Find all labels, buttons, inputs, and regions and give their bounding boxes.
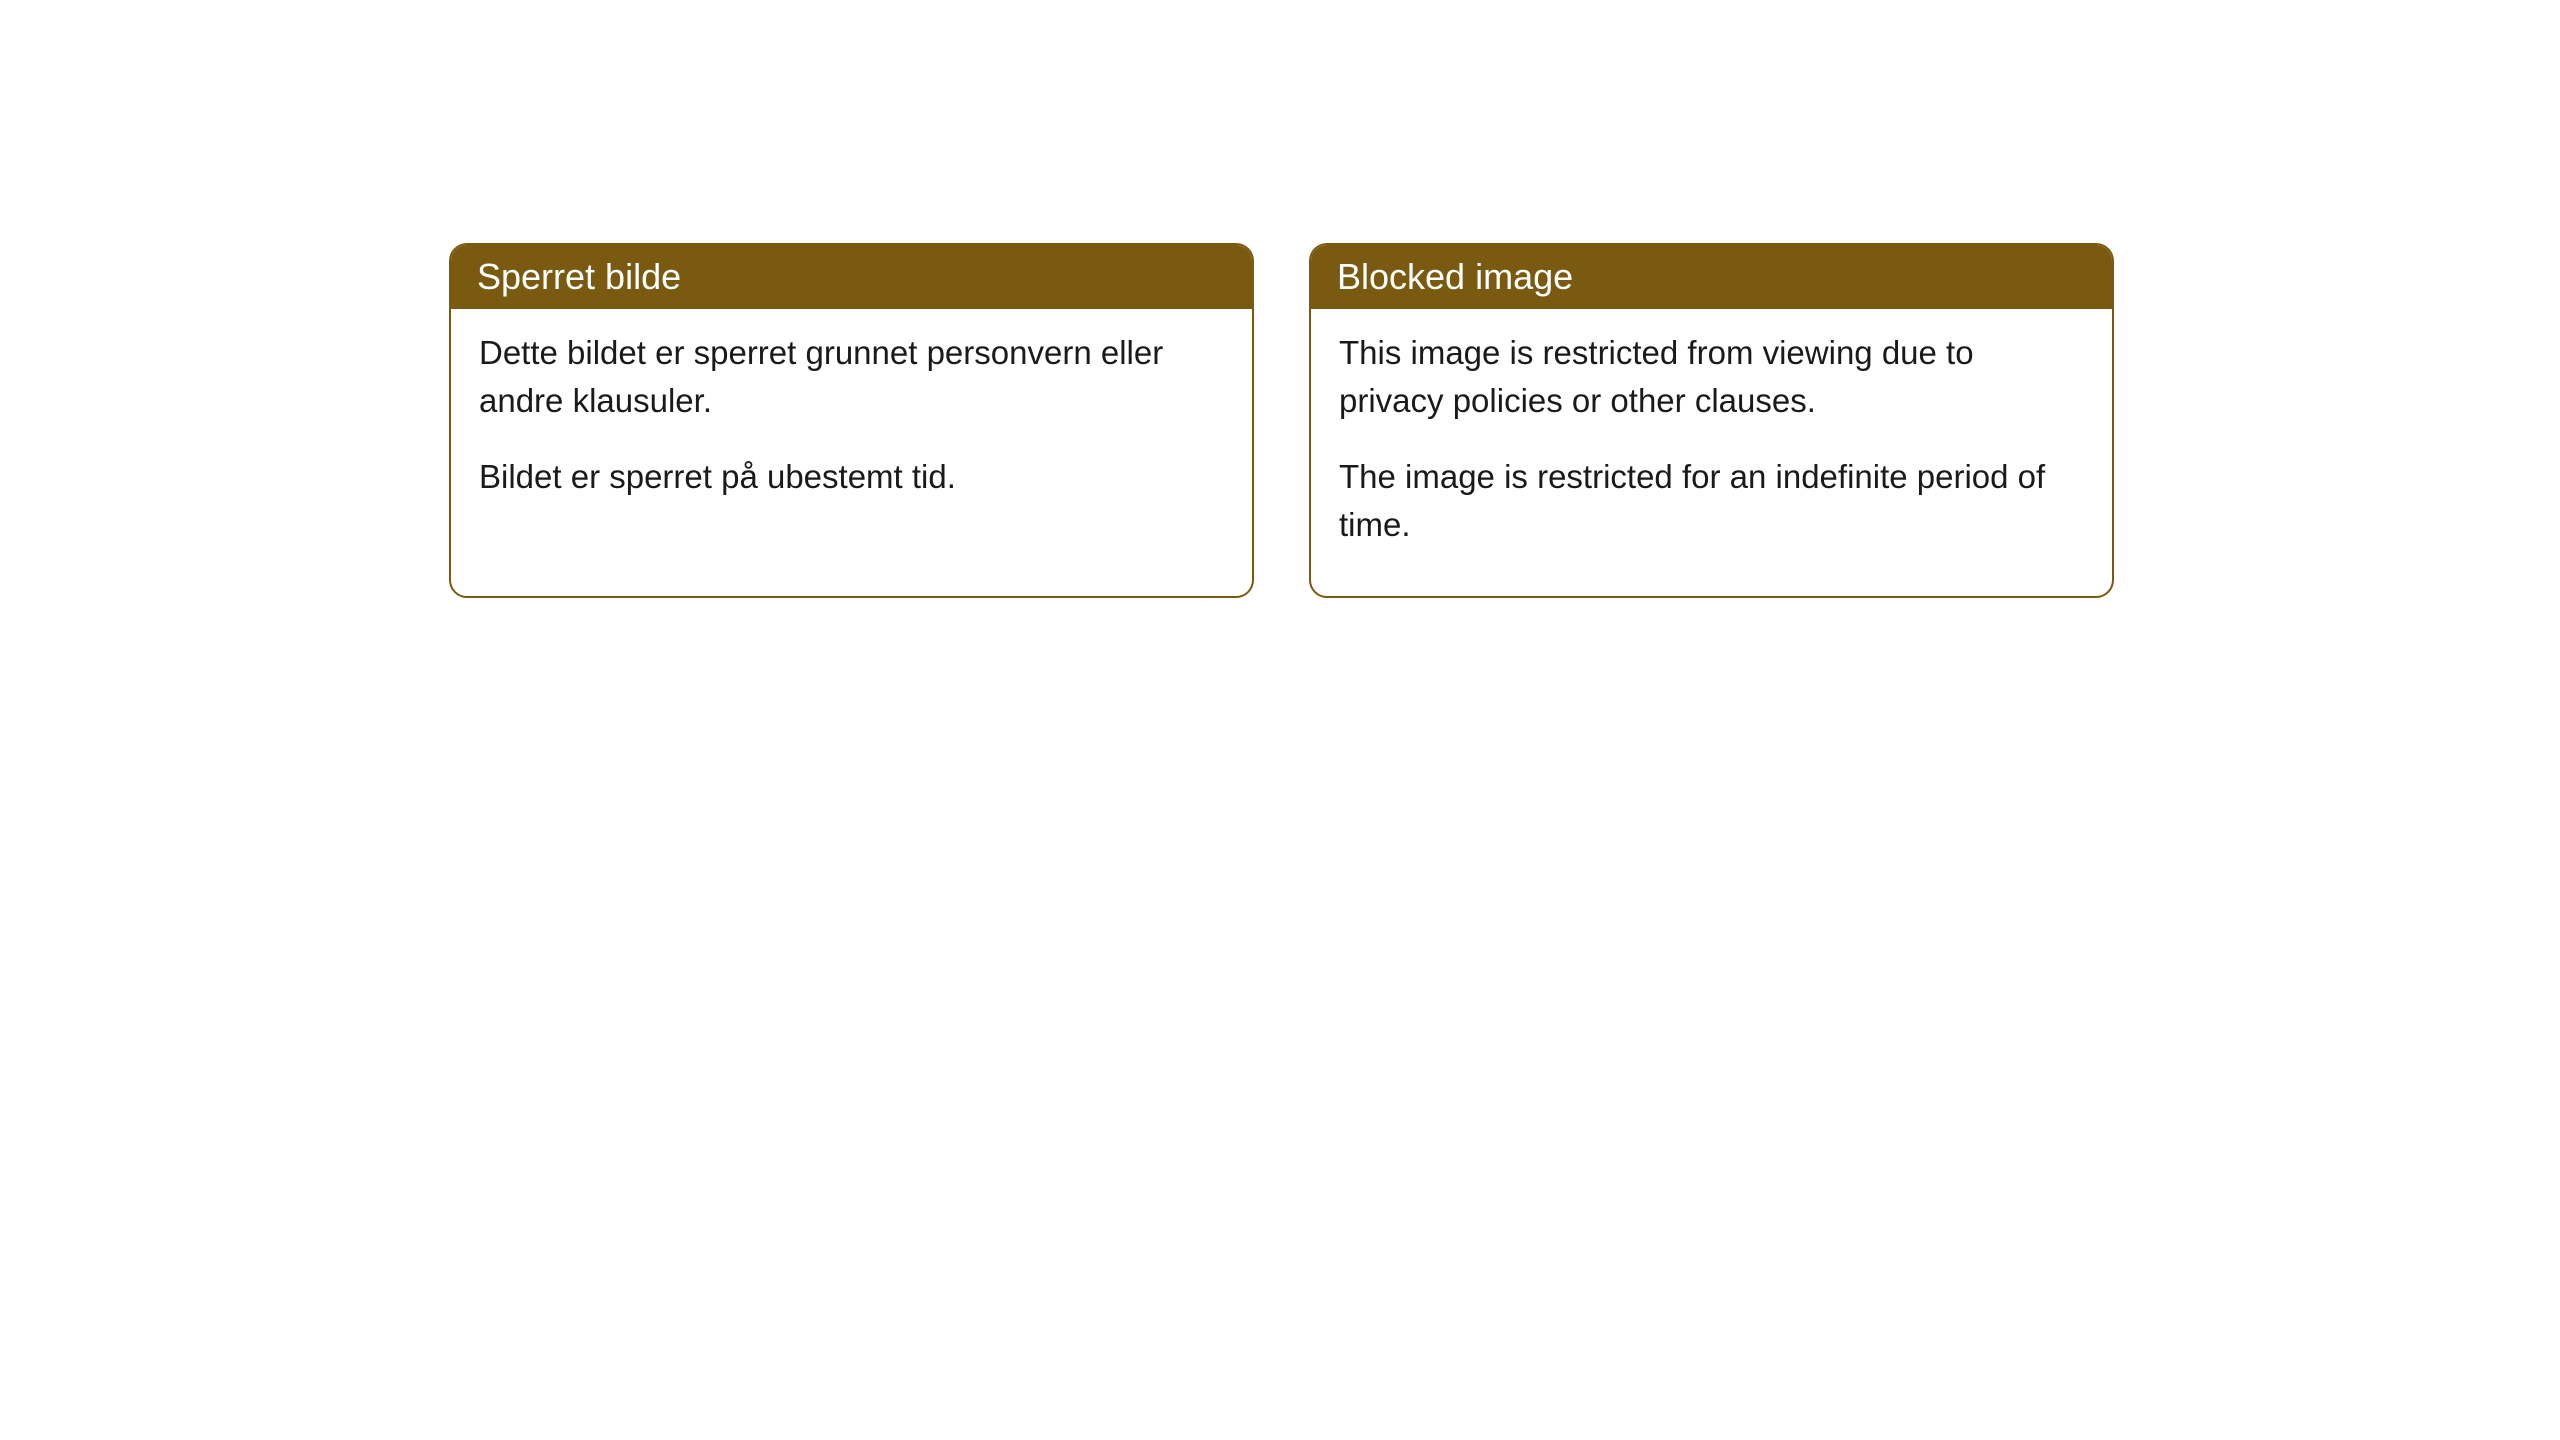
blocked-image-card-en: Blocked image This image is restricted f… bbox=[1309, 243, 2114, 598]
notice-cards-container: Sperret bilde Dette bildet er sperret gr… bbox=[449, 243, 2114, 598]
card-body-en: This image is restricted from viewing du… bbox=[1311, 309, 2112, 596]
blocked-image-card-no: Sperret bilde Dette bildet er sperret gr… bbox=[449, 243, 1254, 598]
card-text-duration-no: Bildet er sperret på ubestemt tid. bbox=[479, 453, 1224, 501]
card-text-reason-no: Dette bildet er sperret grunnet personve… bbox=[479, 329, 1224, 425]
card-header-en: Blocked image bbox=[1311, 245, 2112, 309]
card-body-no: Dette bildet er sperret grunnet personve… bbox=[451, 309, 1252, 549]
card-text-duration-en: The image is restricted for an indefinit… bbox=[1339, 453, 2084, 549]
card-header-no: Sperret bilde bbox=[451, 245, 1252, 309]
card-text-reason-en: This image is restricted from viewing du… bbox=[1339, 329, 2084, 425]
